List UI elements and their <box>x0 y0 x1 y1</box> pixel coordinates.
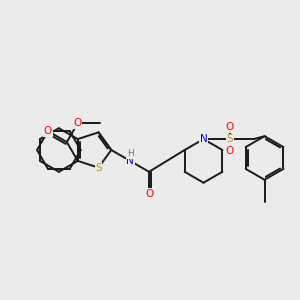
Text: O: O <box>74 118 82 128</box>
Text: O: O <box>145 189 153 199</box>
Text: S: S <box>226 134 233 144</box>
Text: H: H <box>127 149 134 158</box>
Text: N: N <box>200 134 207 144</box>
Text: N: N <box>126 156 134 166</box>
Text: O: O <box>44 126 52 136</box>
Text: O: O <box>226 122 234 132</box>
Text: S: S <box>95 163 102 172</box>
Text: S: S <box>95 163 102 172</box>
Text: O: O <box>226 146 234 156</box>
